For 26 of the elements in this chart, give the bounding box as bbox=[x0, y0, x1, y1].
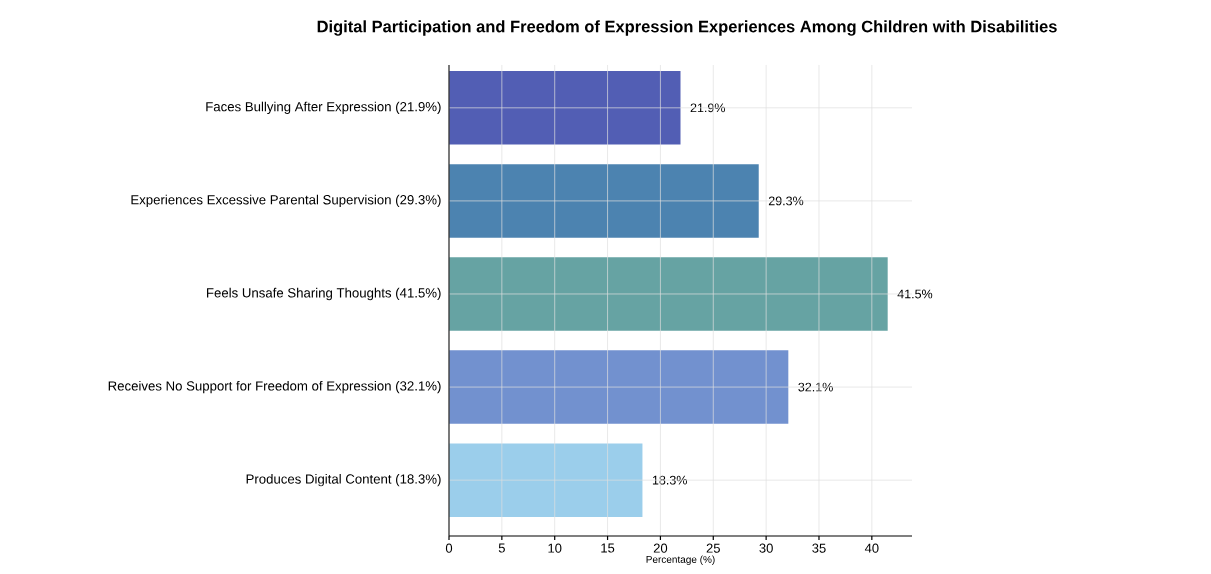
x-tick-label: 40 bbox=[864, 543, 879, 553]
data-label: 32.1% bbox=[798, 382, 833, 392]
bar bbox=[449, 71, 681, 145]
bar bbox=[449, 164, 759, 238]
x-tick-label: 10 bbox=[548, 543, 562, 553]
x-tick-label: 5 bbox=[498, 543, 505, 553]
x-tick-label: 20 bbox=[653, 543, 668, 553]
y-tick-label: Receives No Support for Freedom of Expression (32.1%) bbox=[108, 380, 441, 394]
x-tick-label: 35 bbox=[812, 543, 826, 553]
data-label: 18.3% bbox=[652, 475, 687, 485]
y-tick-label: Faces Bullying After Expression (21.9%) bbox=[206, 101, 441, 114]
bar bbox=[449, 257, 888, 331]
data-label: 41.5% bbox=[897, 289, 933, 299]
y-tick-label: Feels Unsafe Sharing Thoughts (41.5%) bbox=[207, 287, 441, 301]
y-tick-label: Experiences Excessive Parental Supervision (29.3%) bbox=[131, 194, 441, 208]
x-tick-label: 30 bbox=[759, 543, 773, 553]
x-tick-label: 0 bbox=[445, 543, 453, 553]
x-tick-label: 15 bbox=[601, 543, 615, 553]
x-axis-title: Percentage (%) bbox=[646, 555, 715, 565]
data-label: 29.3% bbox=[768, 196, 804, 206]
bar bbox=[449, 443, 643, 517]
chart-title: Digital Participation and Freedom of Expression Experiences Among Children with Disabilities bbox=[317, 20, 1057, 36]
bar bbox=[449, 350, 789, 424]
x-tick-label: 25 bbox=[706, 543, 720, 553]
y-tick-label: Produces Digital Content (18.3%) bbox=[246, 474, 441, 487]
data-label: 21.9% bbox=[690, 103, 726, 113]
